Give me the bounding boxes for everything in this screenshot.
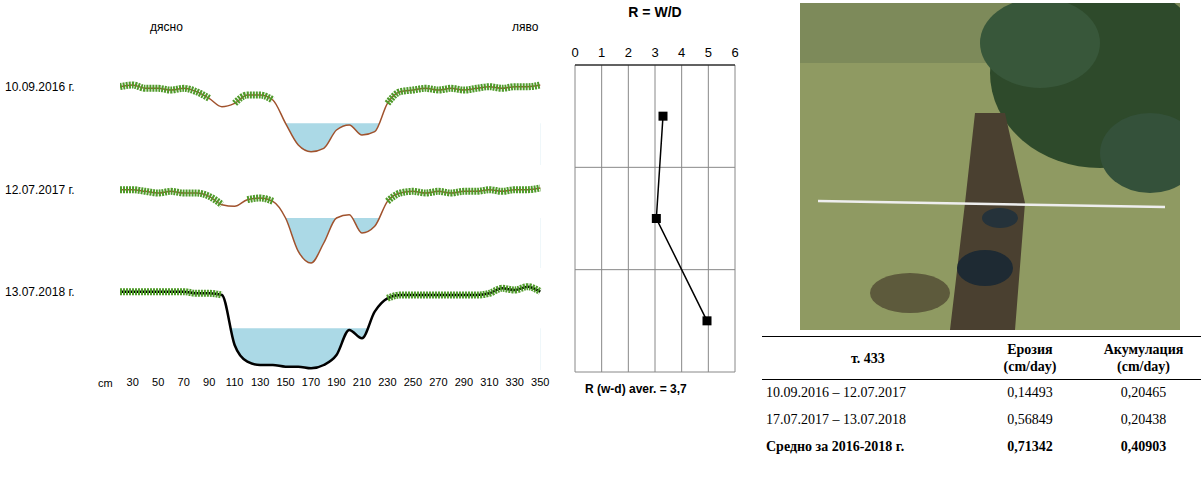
svg-text:110: 110 [226,376,244,388]
html-text:0,56849: 0,56849 [1007,412,1053,427]
svg-text:250: 250 [404,376,422,388]
svg-text:90: 90 [203,376,215,388]
html-text:Акумулация: Акумулация [1103,342,1184,357]
html-text:R = W/D: R = W/D [628,4,682,20]
html-text:0,71342: 0,71342 [1007,439,1053,454]
html-text:Средно за 2016-2018 г.: Средно за 2016-2018 г. [766,439,905,454]
svg-text:4: 4 [678,45,685,60]
html-text:т. 433: т. 433 [851,350,885,366]
svg-text:30: 30 [127,376,139,388]
svg-text:70: 70 [178,376,190,388]
svg-text:210: 210 [353,376,371,388]
svg-text:150: 150 [276,376,294,388]
html-text:ляво: ляво [512,20,539,34]
html-text:R (w-d) aver. = 3,7: R (w-d) aver. = 3,7 [585,382,687,396]
svg-text:230: 230 [378,376,396,388]
html-text:12.07.2017 г.: 12.07.2017 г. [5,183,75,197]
svg-text:3: 3 [651,45,658,60]
svg-text:50: 50 [152,376,164,388]
html-text:0,40903: 0,40903 [1120,439,1167,454]
svg-text:0: 0 [571,45,578,60]
html-text:cm: cm [98,377,113,389]
html-text:13.07.2018 г.: 13.07.2018 г. [5,285,75,299]
html-text:(cm/day): (cm/day) [1117,359,1170,374]
svg-text:1: 1 [598,45,605,60]
html-text:дясно: дясно [150,20,183,34]
html-text:17.07.2017 – 13.07.2018: 17.07.2017 – 13.07.2018 [766,412,906,427]
svg-text:170: 170 [302,376,320,388]
svg-text:6: 6 [731,45,738,60]
svg-text:190: 190 [327,376,345,388]
html-text:10.09.2016 – 12.07.2017: 10.09.2016 – 12.07.2017 [766,385,906,401]
html-text:0,20465: 0,20465 [1120,385,1167,401]
svg-text:2: 2 [625,45,632,60]
svg-text:130: 130 [251,376,269,388]
svg-text:350: 350 [531,376,549,388]
svg-text:290: 290 [455,376,473,388]
svg-text:310: 310 [480,376,498,388]
html-text:(cm/day): (cm/day) [1003,359,1057,374]
html-text:0,20438: 0,20438 [1120,412,1167,427]
svg-text:330: 330 [506,376,524,388]
svg-text:5: 5 [705,45,712,60]
svg-text:270: 270 [429,376,447,388]
html-text:0,14493: 0,14493 [1007,385,1053,401]
html-text:Ерозия: Ерозия [1007,342,1053,357]
html-text:10.09.2016 г.: 10.09.2016 г. [5,80,75,94]
